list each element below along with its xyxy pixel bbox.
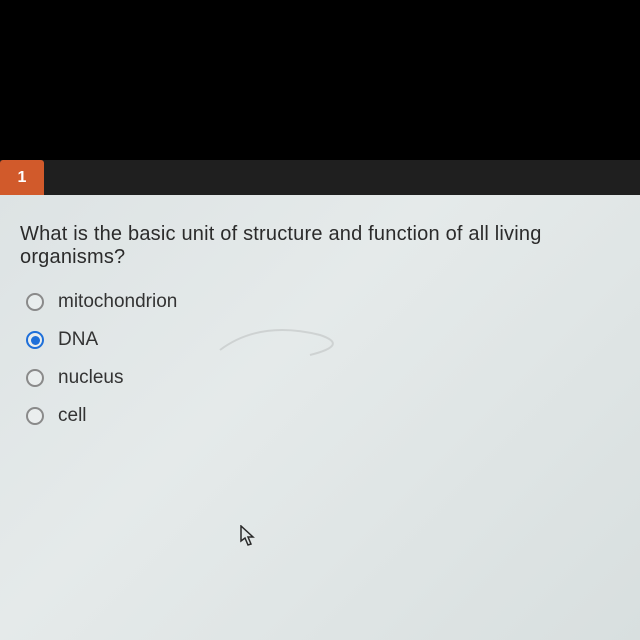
option-nucleus[interactable]: nucleus [26,367,624,389]
option-cell[interactable]: cell [26,405,624,427]
option-label: cell [58,405,87,427]
question-tab-bar: 1 [0,160,640,195]
question-panel: What is the basic unit of structure and … [0,195,640,640]
radio-icon[interactable] [26,331,44,349]
option-label: nucleus [58,367,124,389]
question-number-tab[interactable]: 1 [0,160,44,195]
option-dna[interactable]: DNA [26,329,624,351]
radio-icon[interactable] [26,407,44,425]
option-mitochondrion[interactable]: mitochondrion [26,291,624,313]
radio-icon[interactable] [26,369,44,387]
options-list: mitochondrion DNA nucleus cell [26,291,624,427]
option-label: DNA [58,329,98,351]
option-label: mitochondrion [58,291,177,313]
top-black-region [0,0,640,160]
question-text: What is the basic unit of structure and … [20,223,624,269]
radio-icon[interactable] [26,293,44,311]
